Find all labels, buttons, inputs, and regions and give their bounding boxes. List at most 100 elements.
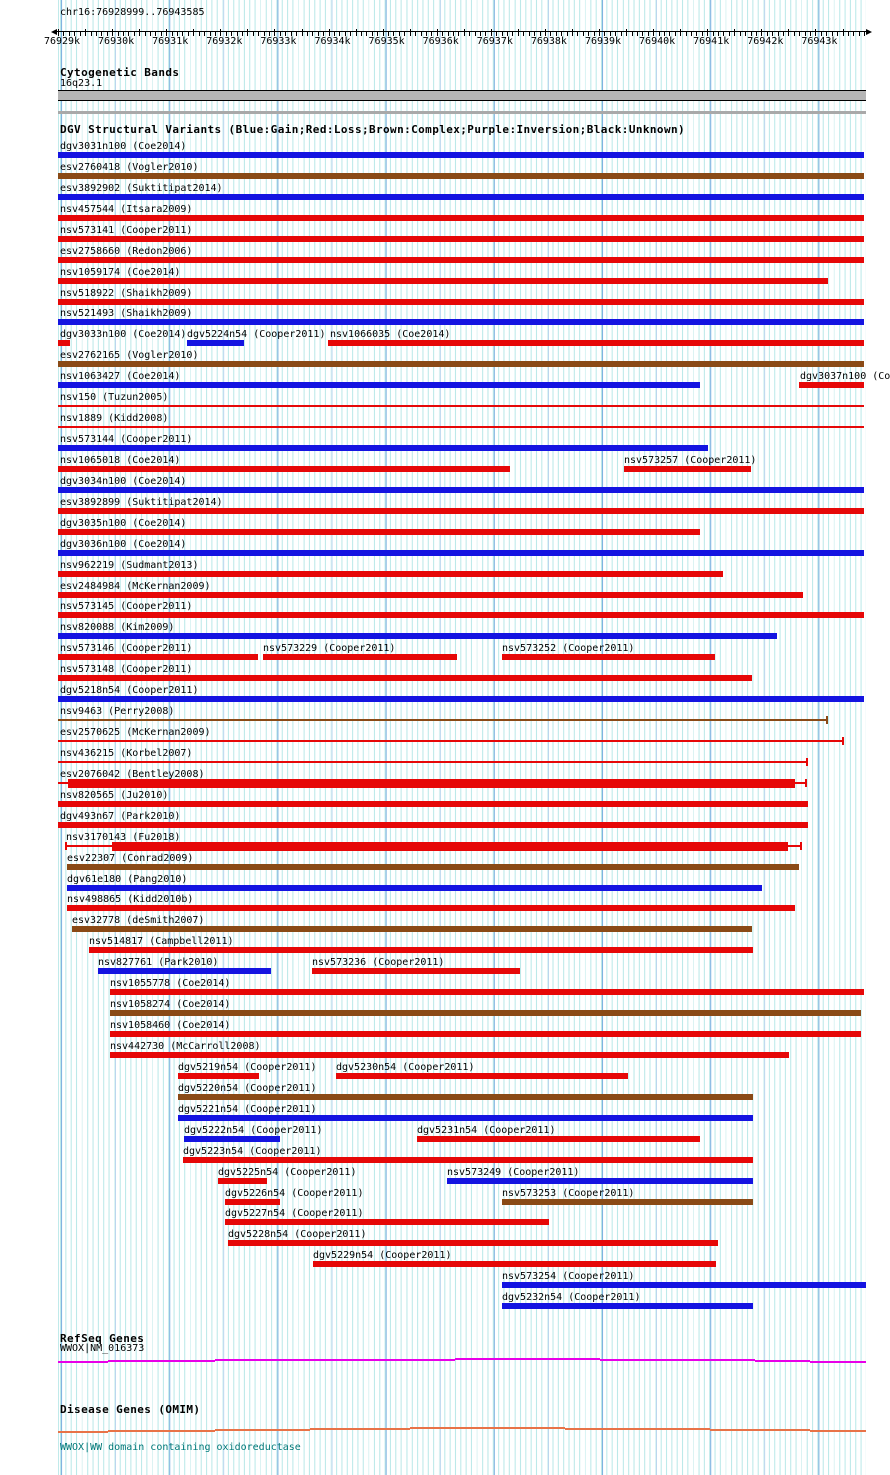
variant-label[interactable]: nsv573249 (Cooper2011) xyxy=(447,1167,580,1178)
variant-label[interactable]: dgv5228n54 (Cooper2011) xyxy=(228,1229,367,1240)
variant-label[interactable]: esv2484984 (McKernan2009) xyxy=(60,581,211,592)
variant-label[interactable]: nsv573141 (Cooper2011) xyxy=(60,225,193,236)
variant-bar[interactable] xyxy=(58,801,808,807)
variant-bar[interactable] xyxy=(58,529,700,535)
variant-label[interactable]: esv32778 (deSmith2007) xyxy=(72,915,205,926)
variant-bar[interactable] xyxy=(67,885,762,891)
variant-bar[interactable] xyxy=(502,1282,866,1288)
variant-bar[interactable] xyxy=(110,989,864,995)
omim-gene-line-segment[interactable] xyxy=(108,1430,215,1432)
variant-bar[interactable] xyxy=(447,1178,753,1184)
variant-bar[interactable] xyxy=(110,1010,861,1016)
variant-label[interactable]: dgv5227n54 (Cooper2011) xyxy=(225,1208,364,1219)
variant-bar[interactable] xyxy=(58,633,777,639)
variant-label[interactable]: dgv5218n54 (Cooper2011) xyxy=(60,685,199,696)
variant-bar[interactable] xyxy=(72,926,752,932)
variant-bar[interactable] xyxy=(313,1261,716,1267)
omim-gene-line-segment[interactable] xyxy=(810,1430,866,1432)
variant-label[interactable]: nsv9463 (Perry2008) xyxy=(60,706,175,717)
refseq-gene-label[interactable]: WWOX|NM_016373 xyxy=(60,1343,145,1354)
variant-label[interactable]: nsv1065018 (Coe2014) xyxy=(60,455,181,466)
variant-bar[interactable] xyxy=(58,319,864,325)
variant-bar[interactable] xyxy=(799,382,864,388)
variant-bar[interactable] xyxy=(184,1136,280,1142)
variant-bar[interactable] xyxy=(58,236,864,242)
variant-label[interactable]: esv2076042 (Bentley2008) xyxy=(60,769,205,780)
variant-bar[interactable] xyxy=(58,382,700,388)
variant-bar[interactable] xyxy=(58,152,864,158)
variant-bar[interactable] xyxy=(58,173,864,179)
variant-bar[interactable] xyxy=(68,779,795,788)
variant-label[interactable]: nsv573144 (Cooper2011) xyxy=(60,434,193,445)
variant-label[interactable]: nsv1063427 (Coe2014) xyxy=(60,371,181,382)
variant-bar[interactable] xyxy=(67,864,799,870)
variant-bar[interactable] xyxy=(58,508,864,514)
variant-label[interactable]: nsv1058274 (Coe2014) xyxy=(110,999,231,1010)
variant-bar[interactable] xyxy=(178,1073,259,1079)
variant-label[interactable]: esv2570625 (McKernan2009) xyxy=(60,727,211,738)
variant-label[interactable]: esv2758660 (Redon2006) xyxy=(60,246,193,257)
variant-bar[interactable] xyxy=(58,466,510,472)
variant-label[interactable]: dgv5231n54 (Cooper2011) xyxy=(417,1125,556,1136)
variant-bar[interactable] xyxy=(58,299,864,305)
variant-bar[interactable] xyxy=(58,612,864,618)
variant-label[interactable]: nsv514817 (Campbell2011) xyxy=(89,936,234,947)
variant-label[interactable]: dgv3034n100 (Coe2014) xyxy=(60,476,187,487)
variant-bar[interactable] xyxy=(788,845,801,847)
variant-bar[interactable] xyxy=(58,782,68,784)
variant-bar[interactable] xyxy=(225,1199,280,1205)
variant-bar[interactable] xyxy=(624,466,751,472)
refseq-gene-line-segment[interactable] xyxy=(600,1359,755,1361)
variant-bar[interactable] xyxy=(187,340,244,346)
cytoband-bar[interactable] xyxy=(58,90,866,101)
variant-bar[interactable] xyxy=(58,761,807,763)
variant-bar[interactable] xyxy=(112,842,788,851)
variant-bar[interactable] xyxy=(110,1031,861,1037)
variant-label[interactable]: dgv5230n54 (Cooper2011) xyxy=(336,1062,475,1073)
omim-gene-line-segment[interactable] xyxy=(410,1427,565,1429)
variant-bar[interactable] xyxy=(58,340,70,346)
variant-bar[interactable] xyxy=(58,571,723,577)
variant-label[interactable]: nsv498865 (Kidd2010b) xyxy=(67,894,194,905)
variant-label[interactable]: nsv1055778 (Coe2014) xyxy=(110,978,231,989)
refseq-gene-line-segment[interactable] xyxy=(755,1360,810,1362)
variant-label[interactable]: dgv5229n54 (Cooper2011) xyxy=(313,1250,452,1261)
variant-bar[interactable] xyxy=(58,654,258,660)
variant-bar[interactable] xyxy=(58,719,827,721)
refseq-gene-line-segment[interactable] xyxy=(810,1361,866,1363)
variant-label[interactable]: nsv573252 (Cooper2011) xyxy=(502,643,635,654)
refseq-gene-line-segment[interactable] xyxy=(215,1359,455,1361)
variant-label[interactable]: nsv573236 (Cooper2011) xyxy=(312,957,445,968)
variant-label[interactable]: nsv573254 (Cooper2011) xyxy=(502,1271,635,1282)
variant-bar[interactable] xyxy=(58,675,752,681)
variant-bar[interactable] xyxy=(58,696,864,702)
variant-bar[interactable] xyxy=(110,1052,789,1058)
variant-label[interactable]: dgv61e180 (Pang2010) xyxy=(67,874,188,885)
variant-bar[interactable] xyxy=(89,947,753,953)
variant-label[interactable]: nsv436215 (Korbel2007) xyxy=(60,748,193,759)
variant-label[interactable]: nsv1889 (Kidd2008) xyxy=(60,413,169,424)
variant-bar[interactable] xyxy=(58,405,864,407)
variant-label[interactable]: nsv827761 (Park2010) xyxy=(98,957,219,968)
variant-label[interactable]: nsv1059174 (Coe2014) xyxy=(60,267,181,278)
variant-bar[interactable] xyxy=(225,1219,549,1225)
variant-bar[interactable] xyxy=(218,1178,267,1184)
variant-label[interactable]: nsv3170143 (Fu2018) xyxy=(66,832,181,843)
variant-bar[interactable] xyxy=(58,278,828,284)
variant-bar[interactable] xyxy=(178,1115,753,1121)
variant-bar[interactable] xyxy=(183,1157,753,1163)
variant-label[interactable]: nsv518922 (Shaikh2009) xyxy=(60,288,193,299)
refseq-gene-line-segment[interactable] xyxy=(108,1360,215,1362)
variant-label[interactable]: nsv573257 (Cooper2011) xyxy=(624,455,757,466)
variant-label[interactable]: dgv5223n54 (Cooper2011) xyxy=(183,1146,322,1157)
variant-label[interactable]: dgv3035n100 (Coe2014) xyxy=(60,518,187,529)
variant-bar[interactable] xyxy=(58,592,803,598)
variant-label[interactable]: nsv1058460 (Coe2014) xyxy=(110,1020,231,1031)
variant-bar[interactable] xyxy=(58,550,864,556)
variant-bar[interactable] xyxy=(58,740,843,742)
variant-label[interactable]: nsv1066035 (Coe2014) xyxy=(330,329,451,340)
variant-bar[interactable] xyxy=(58,822,808,828)
variant-bar[interactable] xyxy=(417,1136,700,1142)
variant-label[interactable]: esv2760418 (Vogler2010) xyxy=(60,162,199,173)
variant-label[interactable]: nsv820088 (Kim2009) xyxy=(60,622,175,633)
